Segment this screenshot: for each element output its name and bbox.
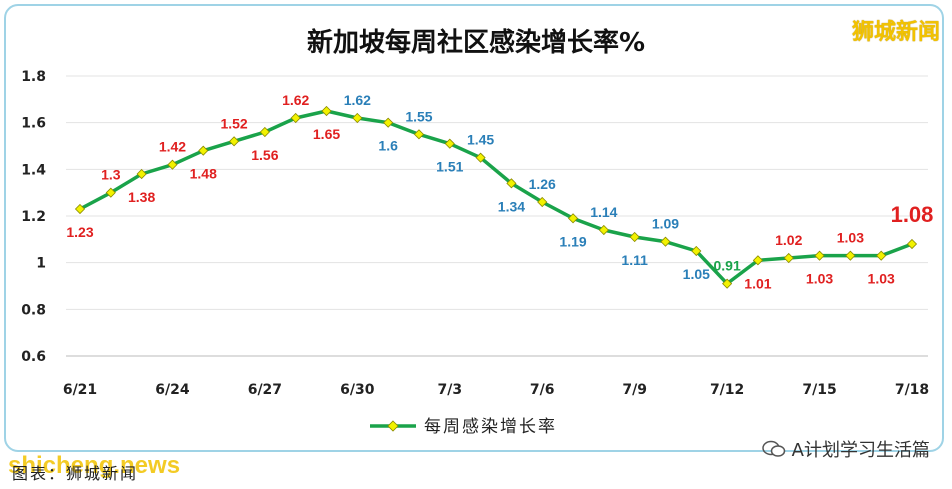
data-label: 1.52 <box>220 115 247 131</box>
data-point <box>876 250 887 261</box>
grid-lines <box>66 75 928 357</box>
data-point <box>752 255 763 266</box>
y-tick-label: 0.6 <box>21 349 46 365</box>
data-label: 1.38 <box>128 189 155 205</box>
data-point <box>691 245 702 257</box>
legend-swatch-marker <box>387 420 399 432</box>
wechat-attribution: A计划学习生活篇 <box>761 436 930 462</box>
x-tick-label: 7/3 <box>437 382 462 398</box>
data-label: 1.42 <box>159 139 186 155</box>
data-point <box>444 138 455 149</box>
series-markers <box>74 105 918 289</box>
data-label: 1.05 <box>683 266 710 282</box>
data-label: 1.45 <box>467 132 494 148</box>
data-point <box>660 236 671 247</box>
y-axis-ticks: 0.6 0.8 1 1.2 1.4 1.6 1.8 <box>21 69 46 365</box>
data-point <box>506 178 517 189</box>
data-point <box>598 224 609 236</box>
data-label: 1.6 <box>378 138 398 154</box>
wechat-icon <box>761 440 786 458</box>
y-tick-label: 0.8 <box>21 302 46 318</box>
data-point <box>845 250 856 261</box>
data-point <box>783 252 794 264</box>
data-label: 1.11 <box>621 252 648 268</box>
data-point <box>352 112 363 124</box>
data-point <box>259 126 270 138</box>
watermark: shicheng.news <box>8 452 181 479</box>
y-tick-label: 1 <box>36 256 46 272</box>
brand-logo: 狮城新闻 <box>851 20 940 45</box>
data-label: 1.65 <box>313 126 340 142</box>
legend: 每周感染增长率 <box>370 417 557 437</box>
data-point <box>74 203 86 215</box>
x-tick-label: 6/27 <box>248 382 282 398</box>
data-point <box>167 159 178 170</box>
data-label: 1.26 <box>529 176 556 192</box>
x-tick-label: 7/12 <box>710 382 744 398</box>
data-point <box>722 278 733 289</box>
data-point <box>321 105 332 117</box>
data-point <box>136 168 147 180</box>
x-tick-label: 7/6 <box>530 382 555 398</box>
data-label: 1.02 <box>775 232 802 248</box>
data-point <box>906 238 918 250</box>
chart-title: 新加坡每周社区感染增长率% <box>306 28 646 58</box>
data-label: 1.51 <box>436 159 463 175</box>
y-tick-label: 1.2 <box>21 209 46 225</box>
data-label: 1.09 <box>652 216 679 232</box>
data-labels: 1.23 1.3 1.38 1.421.48 1.521.56 1.62 1.65 1.62 1… <box>66 92 933 291</box>
data-label: 1.3 <box>101 167 121 183</box>
data-point <box>537 196 548 208</box>
x-tick-label: 6/30 <box>340 382 375 398</box>
x-axis-ticks: 6/21 6/24 6/27 6/30 7/3 7/6 7/9 7/12 7/15 7/18 <box>63 382 929 398</box>
chart-frame <box>4 4 944 452</box>
y-tick-label: 1.4 <box>21 162 46 178</box>
data-label: 1.03 <box>837 230 864 246</box>
data-label: 1.48 <box>190 166 217 182</box>
data-label: 0.91 <box>713 258 740 274</box>
data-point <box>475 152 486 163</box>
data-label: 1.03 <box>868 271 895 287</box>
x-tick-label: 6/21 <box>63 382 97 398</box>
series-line <box>79 109 913 286</box>
data-label: 1.23 <box>66 224 93 240</box>
y-tick-label: 1.8 <box>21 69 46 85</box>
footer-source: 图表：狮城新闻 <box>12 464 139 483</box>
data-point <box>814 250 825 261</box>
data-label: 1.14 <box>590 204 617 220</box>
legend-label: 每周感染增长率 <box>424 417 557 437</box>
data-point <box>229 136 240 147</box>
series-line-group <box>79 109 913 286</box>
data-point <box>383 117 394 128</box>
x-tick-label: 7/15 <box>802 382 836 398</box>
y-tick-label: 1.6 <box>21 116 46 132</box>
data-point <box>198 145 209 156</box>
data-label: 1.34 <box>498 198 525 214</box>
wechat-account: A计划学习生活篇 <box>791 440 930 461</box>
data-point <box>290 112 301 124</box>
data-point <box>567 213 579 224</box>
data-label: 1.03 <box>806 271 833 287</box>
x-tick-label: 7/9 <box>622 382 647 398</box>
data-label: 1.19 <box>559 233 586 249</box>
x-tick-label: 6/24 <box>155 382 190 398</box>
x-tick-label: 7/18 <box>895 382 929 398</box>
data-point <box>413 129 425 140</box>
data-label: 1.62 <box>282 92 309 108</box>
data-point <box>105 187 116 198</box>
data-label: 1.56 <box>251 147 278 163</box>
data-label: 1.62 <box>344 92 371 108</box>
data-label: 1.01 <box>744 275 771 291</box>
data-point <box>629 231 640 243</box>
data-label: 1.55 <box>405 108 432 124</box>
data-label: 1.08 <box>891 202 934 227</box>
